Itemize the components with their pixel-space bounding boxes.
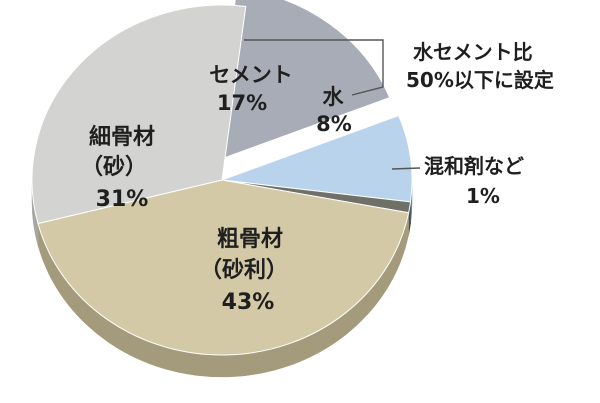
admixture-leader-line bbox=[391, 167, 421, 170]
label-admixture-name: 混和剤など bbox=[424, 154, 524, 178]
leader-lines bbox=[244, 39, 421, 170]
label-cement-name: セメント bbox=[209, 63, 293, 87]
label-coarse-value: 43% bbox=[222, 290, 275, 315]
label-water-name: 水 bbox=[323, 85, 345, 109]
slice-fine bbox=[31, 4, 247, 225]
label-fine-sub: （砂） bbox=[81, 154, 147, 180]
label-water-value: 8% bbox=[316, 112, 352, 136]
pie-labels: セメント 17% 水 8% 細骨材 （砂） 31% 粗骨材 （砂利） 43% 混… bbox=[81, 40, 554, 315]
label-admixture-value: 1% bbox=[466, 184, 500, 208]
annotation-leader-line bbox=[244, 39, 384, 96]
annotation-line1: 水セメント比 bbox=[413, 40, 533, 64]
label-fine-value: 31% bbox=[96, 187, 149, 212]
label-coarse-sub: （砂利） bbox=[200, 257, 288, 283]
label-coarse-name: 粗骨材 bbox=[217, 227, 283, 252]
annotation-line2: 50%以下に設定 bbox=[406, 68, 554, 92]
label-fine-name: 細骨材 bbox=[89, 124, 155, 150]
slice-coarse bbox=[37, 179, 410, 356]
slice-water bbox=[221, 115, 413, 203]
label-cement-value: 17% bbox=[217, 91, 267, 115]
